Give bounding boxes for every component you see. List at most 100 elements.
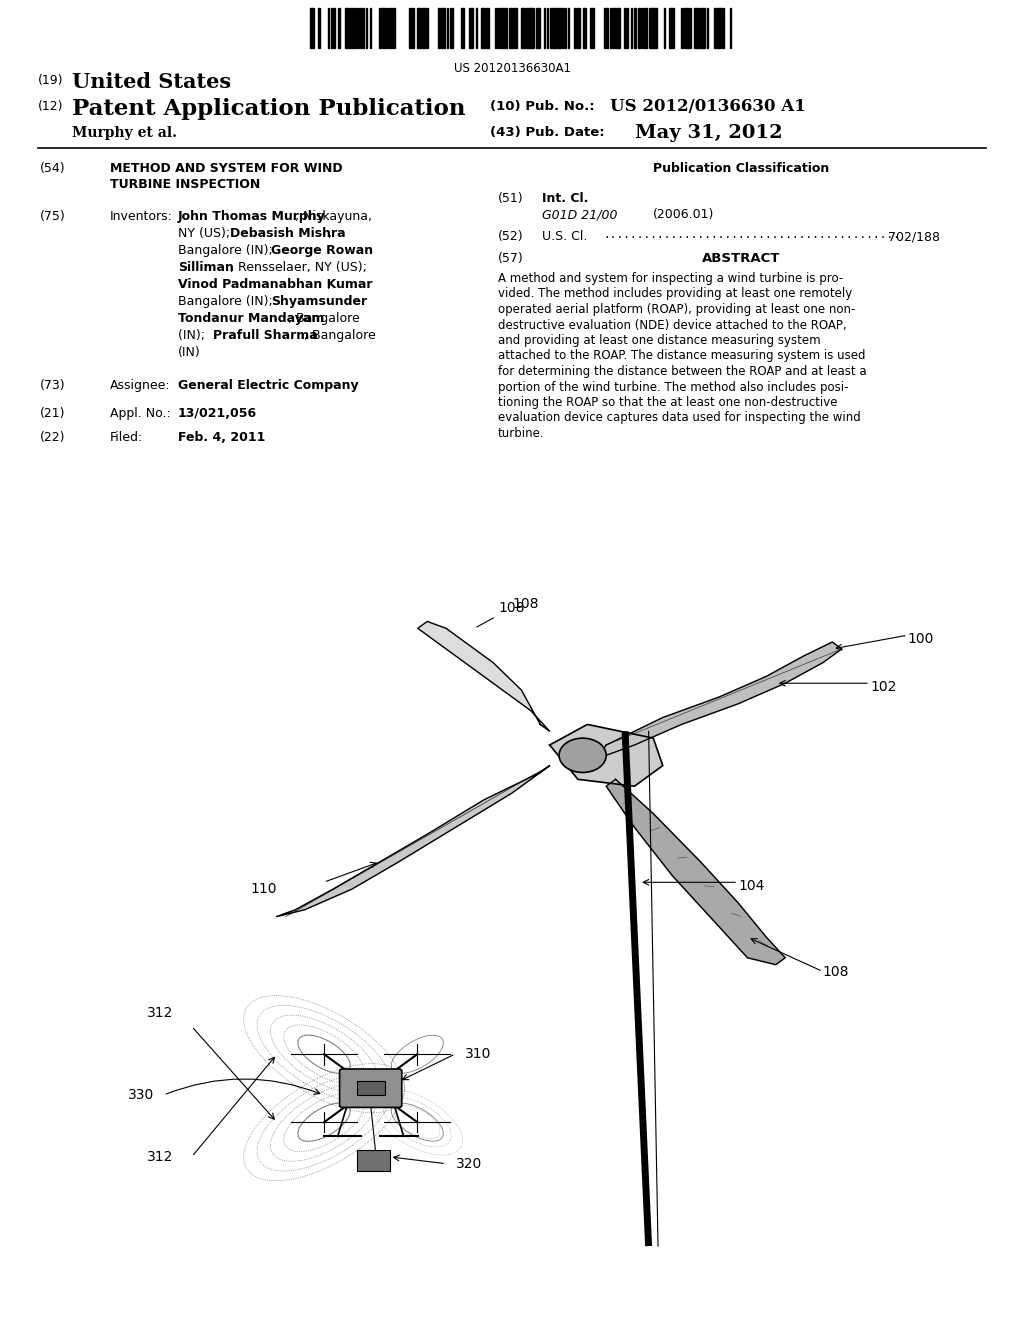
Text: 312: 312 bbox=[146, 1006, 173, 1020]
Polygon shape bbox=[597, 642, 842, 759]
Text: Murphy et al.: Murphy et al. bbox=[72, 125, 177, 140]
Bar bbox=[616, 8, 617, 48]
Bar bbox=[670, 8, 674, 48]
Bar bbox=[689, 8, 691, 48]
Bar bbox=[352, 8, 354, 48]
Bar bbox=[536, 8, 540, 48]
Bar bbox=[525, 8, 529, 48]
Text: NY (US);: NY (US); bbox=[178, 227, 234, 240]
Bar bbox=[328, 8, 329, 48]
Bar bbox=[310, 8, 314, 48]
Text: Prafull Sharma: Prafull Sharma bbox=[213, 329, 317, 342]
Text: A method and system for inspecting a wind turbine is pro-: A method and system for inspecting a win… bbox=[498, 272, 843, 285]
Text: attached to the ROAP. The distance measuring system is used: attached to the ROAP. The distance measu… bbox=[498, 350, 865, 363]
Text: (57): (57) bbox=[498, 252, 523, 265]
Text: 330: 330 bbox=[128, 1088, 154, 1102]
Bar bbox=[642, 8, 646, 48]
Text: 108: 108 bbox=[477, 601, 525, 627]
Text: (51): (51) bbox=[498, 191, 523, 205]
Text: 104: 104 bbox=[738, 879, 765, 892]
Text: General Electric Company: General Electric Company bbox=[178, 379, 358, 392]
Text: and providing at least one distance measuring system: and providing at least one distance meas… bbox=[498, 334, 820, 347]
Text: turbine.: turbine. bbox=[498, 426, 545, 440]
Text: (IN);: (IN); bbox=[178, 329, 209, 342]
Bar bbox=[437, 8, 440, 48]
Text: (22): (22) bbox=[40, 432, 66, 444]
Bar bbox=[638, 8, 640, 48]
Text: Appl. No.:: Appl. No.: bbox=[110, 407, 171, 420]
Text: Assignee:: Assignee: bbox=[110, 379, 171, 392]
Text: METHOD AND SYSTEM FOR WIND: METHOD AND SYSTEM FOR WIND bbox=[110, 162, 343, 176]
Bar bbox=[577, 8, 580, 48]
Bar bbox=[356, 1081, 385, 1096]
Text: 102: 102 bbox=[870, 680, 896, 694]
Text: Bangalore (IN);: Bangalore (IN); bbox=[178, 244, 276, 257]
Text: (43) Pub. Date:: (43) Pub. Date: bbox=[490, 125, 604, 139]
Text: 310: 310 bbox=[465, 1047, 492, 1061]
Text: destructive evaluation (NDE) device attached to the ROAP,: destructive evaluation (NDE) device atta… bbox=[498, 318, 847, 331]
Bar bbox=[722, 8, 724, 48]
Bar bbox=[612, 8, 614, 48]
Text: (IN): (IN) bbox=[178, 346, 201, 359]
Bar bbox=[359, 8, 362, 48]
Text: Publication Classification: Publication Classification bbox=[653, 162, 829, 176]
Circle shape bbox=[559, 738, 606, 772]
Text: 702/188: 702/188 bbox=[888, 230, 940, 243]
Text: Tondanur Mandayam: Tondanur Mandayam bbox=[178, 312, 325, 325]
Text: ,: , bbox=[328, 279, 332, 290]
Bar bbox=[486, 8, 488, 48]
Text: 100: 100 bbox=[907, 632, 934, 645]
Text: Patent Application Publication: Patent Application Publication bbox=[72, 98, 466, 120]
Bar bbox=[409, 8, 412, 48]
Text: 108: 108 bbox=[823, 965, 849, 978]
Bar bbox=[446, 8, 449, 48]
Text: (52): (52) bbox=[498, 230, 523, 243]
Bar bbox=[333, 8, 335, 48]
Text: Feb. 4, 2011: Feb. 4, 2011 bbox=[178, 432, 265, 444]
Text: , Bangalore: , Bangalore bbox=[304, 329, 376, 342]
FancyBboxPatch shape bbox=[340, 1069, 401, 1107]
Text: Debasish Mishra: Debasish Mishra bbox=[230, 227, 346, 240]
Bar bbox=[650, 8, 652, 48]
Text: Shyamsunder: Shyamsunder bbox=[270, 294, 367, 308]
Bar bbox=[469, 8, 472, 48]
Text: operated aerial platform (ROAP), providing at least one non-: operated aerial platform (ROAP), providi… bbox=[498, 304, 855, 315]
Bar bbox=[441, 8, 445, 48]
Bar bbox=[452, 8, 453, 48]
Bar bbox=[349, 8, 350, 48]
Text: (54): (54) bbox=[40, 162, 66, 176]
Bar bbox=[481, 8, 485, 48]
Bar bbox=[338, 8, 340, 48]
Text: Bangalore (IN);: Bangalore (IN); bbox=[178, 294, 276, 308]
Bar bbox=[583, 8, 585, 48]
Text: Filed:: Filed: bbox=[110, 432, 143, 444]
Text: John Thomas Murphy: John Thomas Murphy bbox=[178, 210, 326, 223]
Text: (10) Pub. No.:: (10) Pub. No.: bbox=[490, 100, 595, 114]
Bar bbox=[389, 8, 390, 48]
Bar bbox=[500, 8, 504, 48]
Text: (73): (73) bbox=[40, 379, 66, 392]
Bar bbox=[701, 8, 705, 48]
Bar bbox=[631, 8, 632, 48]
Bar bbox=[514, 8, 516, 48]
Text: Inventors:: Inventors: bbox=[110, 210, 173, 223]
Text: tioning the ROAP so that the at least one non-destructive: tioning the ROAP so that the at least on… bbox=[498, 396, 838, 409]
Bar bbox=[696, 8, 700, 48]
Bar bbox=[422, 8, 426, 48]
Polygon shape bbox=[276, 766, 550, 916]
Text: (12): (12) bbox=[38, 100, 63, 114]
Bar bbox=[509, 8, 512, 48]
Text: (2006.01): (2006.01) bbox=[653, 209, 715, 220]
Bar bbox=[547, 8, 548, 48]
Bar bbox=[685, 8, 689, 48]
Bar bbox=[604, 8, 608, 48]
Bar bbox=[717, 8, 721, 48]
Text: ............................................: ........................................… bbox=[603, 230, 900, 240]
Bar bbox=[331, 8, 332, 48]
Bar bbox=[497, 8, 499, 48]
Text: ABSTRACT: ABSTRACT bbox=[702, 252, 780, 265]
Bar bbox=[624, 8, 626, 48]
Text: 108: 108 bbox=[512, 598, 539, 611]
Bar bbox=[530, 8, 534, 48]
Text: Vinod Padmanabhan Kumar: Vinod Padmanabhan Kumar bbox=[178, 279, 373, 290]
